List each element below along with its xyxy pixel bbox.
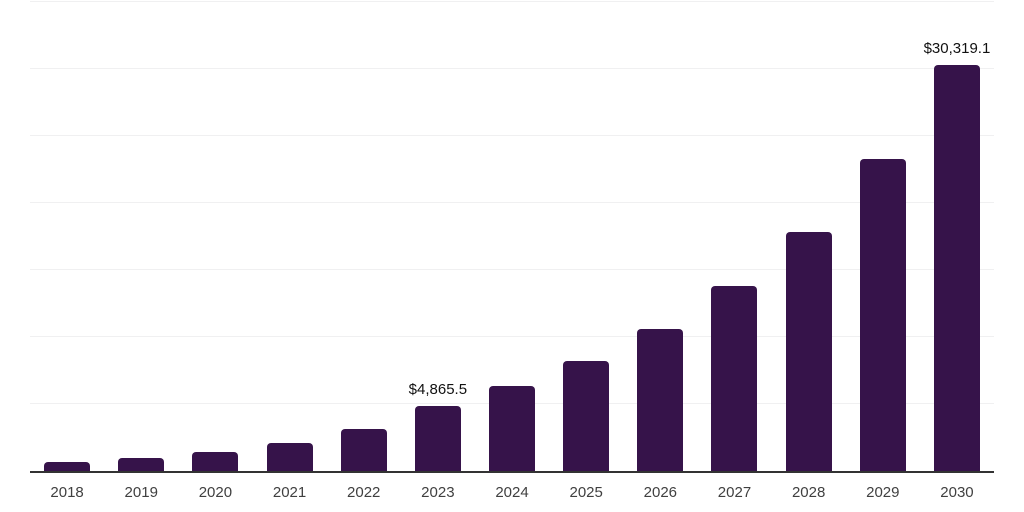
- bar-2029: [859, 159, 906, 471]
- x-tick-label-2027: 2027: [717, 484, 752, 501]
- bar-2026: [637, 329, 684, 471]
- bar-2024: [489, 385, 536, 471]
- data-label-2030: $30,319.1: [923, 39, 991, 57]
- x-tick-label-2018: 2018: [50, 484, 84, 501]
- bar-cell-2022: [327, 2, 401, 471]
- x-tick-label-2028: 2028: [791, 484, 826, 501]
- bar-cell-2030: $30,319.1: [920, 2, 994, 471]
- bar-cell-2020: [178, 2, 252, 471]
- x-axis-labels: 2018 2019 2020 2021 2022 2023 2024 2025 2026 2027…: [30, 484, 994, 501]
- gridline-20000: [30, 202, 994, 203]
- gridline-15000: [30, 269, 994, 270]
- bar-cell-2029: [846, 2, 920, 471]
- bar-cell-2018: [30, 2, 104, 471]
- bar-cell-2021: [252, 2, 326, 471]
- bar-cell-2026: [623, 2, 697, 471]
- bars-container: $4,865.5 $30,319.1: [30, 2, 994, 471]
- bar-2020: [192, 451, 239, 471]
- gridline-25000: [30, 135, 994, 136]
- bar-2021: [266, 443, 313, 471]
- bar-cell-2019: [104, 2, 178, 471]
- gridline-10000: [30, 336, 994, 337]
- x-tick-label-2024: 2024: [495, 484, 529, 501]
- bar-2025: [563, 361, 610, 471]
- x-tick-label-2025: 2025: [569, 484, 603, 501]
- bar-2027: [711, 286, 758, 471]
- bar-2022: [340, 428, 387, 471]
- bar-cell-2027: [697, 2, 771, 471]
- x-tick-label-2029: 2029: [866, 484, 900, 501]
- data-label-2023: $4,865.5: [408, 380, 468, 398]
- gridline-30000: [30, 68, 994, 69]
- bar-2030: [933, 64, 980, 471]
- bar-cell-2025: [549, 2, 623, 471]
- bar-cell-2024: [475, 2, 549, 471]
- x-tick-label-2019: 2019: [124, 484, 158, 501]
- bar-2018: [44, 462, 91, 471]
- bar-cell-2028: [772, 2, 846, 471]
- x-tick-label-2026: 2026: [643, 484, 678, 501]
- x-tick-label-2030: 2030: [940, 484, 974, 501]
- bar-2028: [785, 231, 832, 471]
- x-tick-label-2023: 2023: [421, 484, 455, 501]
- x-tick-label-2020: 2020: [198, 484, 233, 501]
- x-tick-label-2021: 2021: [272, 484, 307, 501]
- x-tick-label-2022: 2022: [347, 484, 381, 501]
- gridline-35000: [30, 1, 994, 2]
- bar-2019: [118, 458, 165, 471]
- plot-area: $4,865.5 $30,319.1: [30, 1, 994, 473]
- bar-2023: [414, 405, 461, 471]
- bar-cell-2023: $4,865.5: [401, 2, 475, 471]
